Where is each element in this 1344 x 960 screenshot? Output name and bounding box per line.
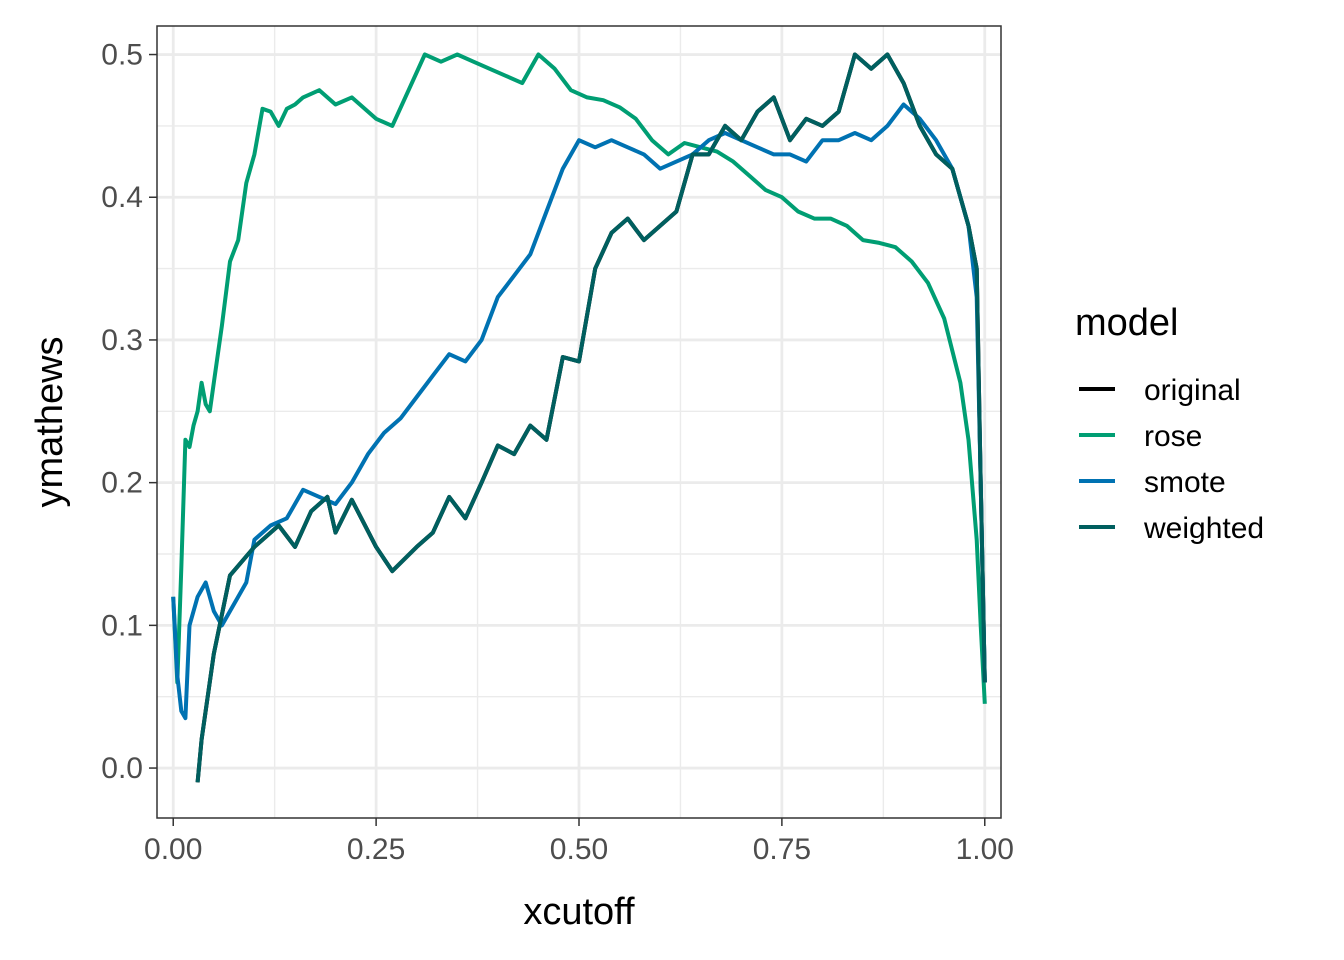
x-tick-label: 0.50 [550,833,608,866]
x-tick-label: 0.25 [347,833,405,866]
series-line-weighted [195,52,987,783]
y-tick-label: 0.0 [101,752,143,785]
axis-ticks [149,53,986,826]
series-line-rose [171,52,987,704]
series-layer [171,52,987,783]
legend: model original rose smote weighted [1075,302,1264,545]
legend-label-weighted: weighted [1143,512,1264,545]
grid-major [157,26,1001,818]
y-tick-label: 0.2 [101,467,143,500]
y-tick-label: 0.4 [101,181,143,214]
legend-title: model [1075,302,1179,344]
legend-label-smote: smote [1144,466,1226,499]
legend-label-original: original [1144,374,1241,407]
series-line-smote [171,102,987,721]
y-axis-title: ymathews [29,336,71,507]
y-tick-label: 0.1 [101,609,143,642]
y-tick-label: 0.5 [101,39,143,72]
legend-label-rose: rose [1144,420,1202,453]
y-tick-label: 0.3 [101,324,143,357]
tick-labels: 0.00 0.25 0.50 0.75 1.00 0.0 0.1 0.2 0.3 0.4 0.5 [101,39,1014,866]
x-tick-label: 1.00 [956,833,1014,866]
x-axis-title: xcutoff [523,891,635,933]
x-tick-label: 0.75 [753,833,811,866]
x-tick-label: 0.00 [144,833,202,866]
